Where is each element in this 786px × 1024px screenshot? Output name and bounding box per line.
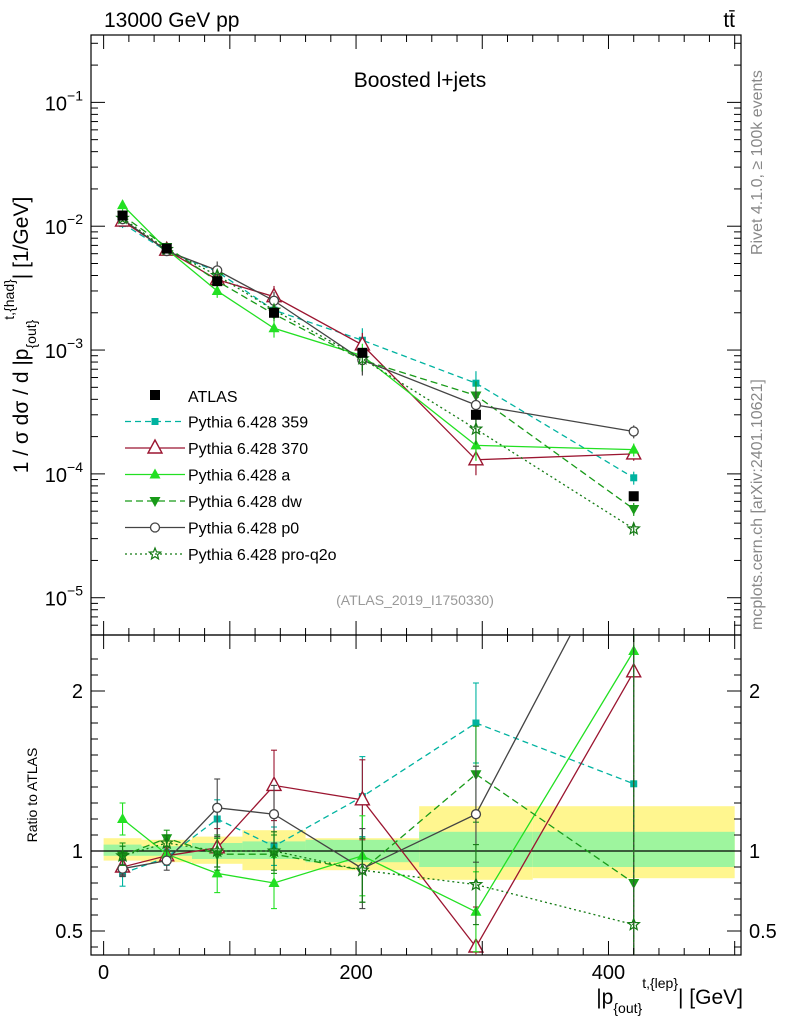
y-axis-label-ratio: Ratio to ATLAS (24, 748, 40, 843)
main-data-layer (114, 199, 642, 536)
atlas-point (269, 307, 280, 318)
legend-label: Pythia 6.428 pro-q2o (188, 547, 337, 564)
ratio-series-point (268, 877, 280, 887)
ratio-tick-label-right: 2 (749, 681, 760, 703)
atlas-point (117, 210, 128, 221)
x-tick-label: 200 (339, 962, 372, 984)
ratio-y-ticks: 0.5 0.5 1 1 2 2 (55, 658, 777, 948)
ratio-series-point (355, 862, 370, 877)
header-right: tt̄ (723, 9, 735, 32)
main-series-point (628, 426, 639, 437)
main-series-point (626, 521, 641, 536)
ratio-series-point (268, 809, 280, 820)
main-series-point (117, 199, 129, 210)
y-tick-label: 10−5 (45, 583, 83, 611)
ratio-tick-label: 0.5 (55, 921, 83, 943)
main-series-point (630, 474, 638, 482)
legend-label: Pythia 6.428 a (188, 468, 290, 485)
side-note-top: Rivet 4.1.0, ≥ 100k events (749, 70, 766, 255)
main-series-point (211, 284, 223, 295)
y-axis-label-main: 1 / σ dσ / d |p{out}t,{had}| [1/GeV] (1, 197, 39, 474)
legend-marker (146, 438, 164, 454)
ratio-series-point (209, 843, 225, 858)
x-tick-label: 400 (592, 962, 625, 984)
ratio-series-point (117, 813, 129, 823)
legend-marker (147, 546, 163, 561)
ratio-plot: 0.5 0.5 1 1 2 2 (55, 634, 777, 956)
x-axis-label: |p{out}t,{lep}| [GeV] (596, 975, 743, 1016)
ratio-series-point (266, 843, 282, 858)
header-left: 13000 GeV pp (104, 9, 239, 32)
ratio-series-point (212, 802, 223, 813)
legend-label: Pythia 6.428 dw (188, 494, 302, 511)
legend-label: Pythia 6.428 p0 (188, 521, 299, 538)
main-y-ticks: 10−5 10−4 10−3 10−2 10−1 (45, 42, 741, 626)
main-series-point (628, 505, 640, 516)
legend-marker (149, 468, 161, 479)
ratio-plot-frame (90, 634, 742, 956)
ratio-series-point (468, 876, 484, 891)
legend: ATLAS Pythia 6.428 359 Pythia 6.428 370 Pyt… (125, 389, 337, 564)
atlas-point (212, 276, 223, 287)
ratio-series-point (161, 855, 172, 866)
main-plot: Boosted l+jets (ATLAS_2019_I1750330) 10−… (45, 34, 742, 636)
ratio-series-point (115, 848, 130, 863)
ratio-tick-label: 2 (72, 681, 83, 703)
atlas-point (628, 491, 639, 502)
legend-marker (151, 418, 159, 425)
main-series-point (268, 322, 280, 333)
main-series-point (470, 399, 482, 411)
ratio-series-point (470, 809, 482, 820)
main-series-point (468, 421, 484, 436)
ratio-tick-label-right: 0.5 (749, 921, 777, 943)
atlas-point (161, 243, 172, 254)
y-tick-label: 10−3 (45, 335, 83, 363)
legend-label: Pythia 6.428 370 (188, 441, 308, 458)
ratio-series-point (472, 719, 480, 727)
analysis-id: (ATLAS_2019_I1750330) (336, 592, 494, 608)
y-tick-label: 10−4 (45, 459, 83, 487)
legend-label-atlas: ATLAS (188, 389, 238, 406)
atlas-point (357, 347, 368, 358)
ratio-tick-label: 1 (72, 841, 83, 863)
ratio-data-layer (91, 635, 741, 955)
x-ticks: 0 200 400 (98, 35, 736, 984)
y-tick-label: 10−2 (45, 211, 83, 239)
ratio-series-point (354, 790, 371, 806)
side-note-bottom: mcplots.cern.ch [arXiv:2401.10621] (749, 379, 766, 630)
ratio-tick-label-right: 1 (749, 841, 760, 863)
ratio-series-point (626, 916, 641, 931)
legend-label: Pythia 6.428 359 (188, 415, 308, 432)
legend-marker (149, 522, 161, 533)
ratio-series-point (159, 835, 174, 850)
legend-marker (149, 497, 161, 507)
x-tick-label: 0 (98, 962, 109, 984)
atlas-point (470, 409, 481, 420)
plot-title: Boosted l+jets (354, 69, 487, 92)
main-series-point (628, 443, 640, 454)
y-tick-label: 10−1 (45, 87, 83, 115)
ratio-series-point (211, 867, 223, 878)
legend-marker-atlas (150, 390, 160, 400)
